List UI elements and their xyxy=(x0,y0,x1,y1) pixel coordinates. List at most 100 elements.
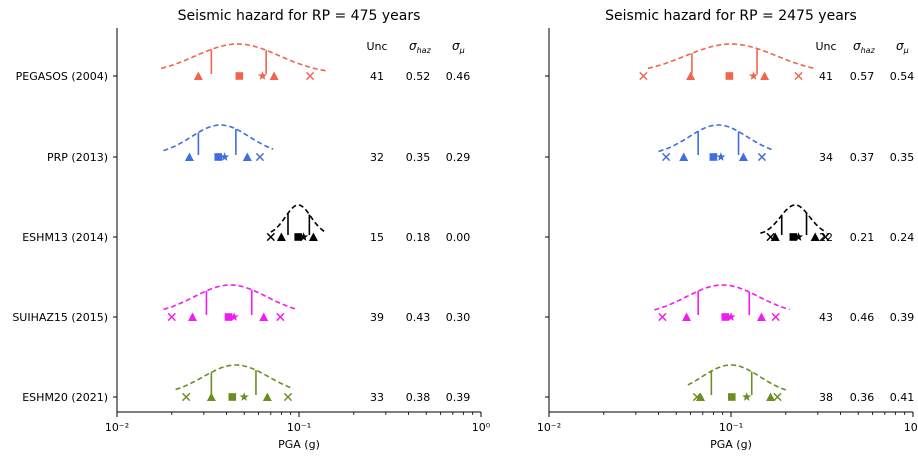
chart-title: Seismic hazard for RP = 475 years xyxy=(178,8,421,24)
model-row: 34 0.37 0.35 xyxy=(545,124,915,164)
distribution-curve xyxy=(175,364,294,391)
square-marker xyxy=(214,153,223,161)
triangle-marker xyxy=(242,152,252,161)
star-marker xyxy=(726,312,736,321)
header-sigma-mu: σμ xyxy=(452,39,465,55)
triangle-marker xyxy=(760,71,770,80)
header-sigma-mu: σμ xyxy=(896,39,909,55)
triangle-marker xyxy=(188,312,198,321)
distribution-curve xyxy=(760,204,827,235)
stat-sigma-haz: 0.46 xyxy=(850,311,875,324)
stat-unc: 15 xyxy=(370,231,384,244)
stat-sigma-haz: 0.38 xyxy=(406,391,431,404)
model-row: 41 0.57 0.54 xyxy=(545,43,915,83)
stat-unc: 39 xyxy=(370,311,384,324)
stat-unc: 38 xyxy=(819,391,833,404)
square-marker xyxy=(709,153,718,161)
x-tick-label: 10⁻¹ xyxy=(287,421,311,434)
stat-sigma-haz: 0.52 xyxy=(406,70,431,83)
cross-marker xyxy=(276,312,285,322)
triangle-marker xyxy=(206,392,216,401)
y-tick-label: ESHM13 (2014) xyxy=(22,231,108,244)
distribution-curve xyxy=(161,43,326,72)
triangle-marker xyxy=(269,71,279,80)
model-row: 22 0.21 0.24 xyxy=(545,204,915,244)
model-row: ESHM20 (2021) 33 0.38 0.39 xyxy=(22,364,471,404)
chart-title: Seismic hazard for RP = 2475 years xyxy=(605,8,857,24)
star-marker xyxy=(749,71,759,80)
star-marker xyxy=(257,71,267,80)
y-tick-label: PRP (2013) xyxy=(47,151,108,164)
stat-sigma-haz: 0.36 xyxy=(850,391,875,404)
distribution-curve xyxy=(270,204,325,233)
header-sigma-haz: σhaz xyxy=(853,39,876,55)
square-marker xyxy=(235,72,244,80)
stat-sigma-mu: 0.54 xyxy=(890,70,915,83)
stat-unc: 41 xyxy=(819,70,833,83)
stat-sigma-haz: 0.35 xyxy=(406,151,431,164)
distribution-curve xyxy=(647,43,814,70)
distribution-curve xyxy=(687,364,787,391)
star-marker xyxy=(229,312,239,321)
triangle-marker xyxy=(686,71,696,80)
star-marker xyxy=(794,232,804,241)
cross-marker xyxy=(794,71,803,81)
stat-sigma-haz: 0.18 xyxy=(406,231,431,244)
stat-unc: 32 xyxy=(370,151,384,164)
x-axis-label: PGA (g) xyxy=(278,438,320,451)
model-row: 38 0.36 0.41 xyxy=(545,364,914,404)
stat-unc: 41 xyxy=(370,70,384,83)
stat-sigma-mu: 0.39 xyxy=(890,311,915,324)
x-tick-label: 10⁰ xyxy=(904,421,918,434)
star-marker xyxy=(239,392,249,401)
square-marker xyxy=(727,393,736,401)
distribution-curve xyxy=(163,284,298,311)
triangle-marker xyxy=(679,152,689,161)
y-tick-label: ESHM20 (2021) xyxy=(22,391,108,404)
stat-sigma-mu: 0.39 xyxy=(446,391,471,404)
model-row: PRP (2013) 32 0.35 0.29 xyxy=(47,124,470,164)
cross-marker xyxy=(182,392,191,402)
x-tick-label: 10⁻¹ xyxy=(719,421,743,434)
cross-marker xyxy=(773,392,782,402)
y-tick-label: SUIHAZ15 (2015) xyxy=(12,311,108,324)
triangle-marker xyxy=(682,312,692,321)
triangle-marker xyxy=(193,71,203,80)
stat-sigma-mu: 0.35 xyxy=(890,151,915,164)
cross-marker xyxy=(757,152,767,162)
square-marker xyxy=(721,313,730,321)
stat-sigma-haz: 0.43 xyxy=(406,311,431,324)
model-row: PEGASOS (2004) 41 0.52 0.46 xyxy=(16,43,470,83)
x-axis-label: PGA (g) xyxy=(710,438,752,451)
model-row: SUIHAZ15 (2015) 39 0.43 0.30 xyxy=(12,284,470,324)
x-tick-label: 10⁻² xyxy=(537,421,561,434)
triangle-marker xyxy=(262,392,272,401)
stat-sigma-haz: 0.57 xyxy=(850,70,875,83)
cross-marker xyxy=(167,312,176,322)
header-unc: Unc xyxy=(815,40,836,53)
chart-panel-2: Seismic hazard for RP = 2475 years 10⁻² 10… xyxy=(537,8,918,451)
stat-sigma-haz: 0.37 xyxy=(850,151,875,164)
distribution-curve xyxy=(658,124,774,153)
cross-marker xyxy=(821,232,830,242)
square-marker xyxy=(224,313,233,321)
cross-marker xyxy=(639,71,648,81)
stat-unc: 34 xyxy=(819,151,833,164)
stat-sigma-mu: 0.24 xyxy=(890,231,915,244)
model-row: 43 0.46 0.39 xyxy=(545,284,915,324)
triangle-marker xyxy=(810,232,820,241)
distribution-curve xyxy=(654,284,790,311)
cross-marker xyxy=(658,312,667,322)
triangle-marker xyxy=(276,232,286,241)
square-marker xyxy=(725,72,734,80)
cross-marker xyxy=(661,152,671,162)
cross-marker xyxy=(283,392,293,402)
star-marker xyxy=(220,152,230,161)
star-marker xyxy=(716,152,726,161)
x-tick-label: 10⁰ xyxy=(472,421,491,434)
cross-marker xyxy=(255,152,265,162)
stat-unc: 43 xyxy=(819,311,833,324)
triangle-marker xyxy=(770,232,780,241)
